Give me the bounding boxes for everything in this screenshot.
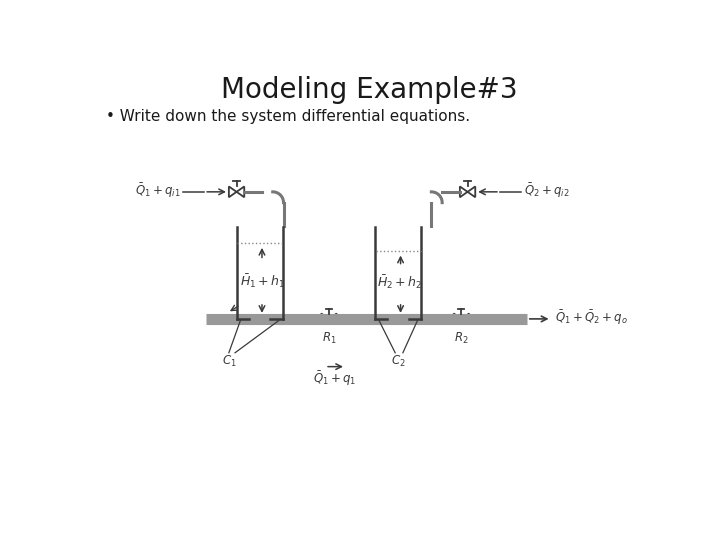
- Text: $\bar{H}_1 + h_1$: $\bar{H}_1 + h_1$: [240, 272, 285, 290]
- Text: $\bar{Q}_1 + q_1$: $\bar{Q}_1 + q_1$: [313, 370, 357, 388]
- Text: • Write down the system differential equations.: • Write down the system differential equ…: [106, 109, 469, 124]
- Text: Modeling Example#3: Modeling Example#3: [221, 76, 517, 104]
- Text: $R_1$: $R_1$: [322, 331, 336, 346]
- Text: $\bar{H}_2 + h_2$: $\bar{H}_2 + h_2$: [377, 273, 422, 291]
- Text: $\bar{Q}_1 + \bar{Q}_2 + q_o$: $\bar{Q}_1 + \bar{Q}_2 + q_o$: [554, 309, 627, 327]
- Text: $\bar{Q}_2 + q_{i2}$: $\bar{Q}_2 + q_{i2}$: [523, 182, 570, 200]
- Text: $\bar{Q}_1 + q_{i1}$: $\bar{Q}_1 + q_{i1}$: [135, 182, 180, 200]
- Text: $R_2$: $R_2$: [454, 331, 469, 346]
- Text: $C_1$: $C_1$: [222, 354, 236, 369]
- Text: $C_2$: $C_2$: [391, 354, 405, 369]
